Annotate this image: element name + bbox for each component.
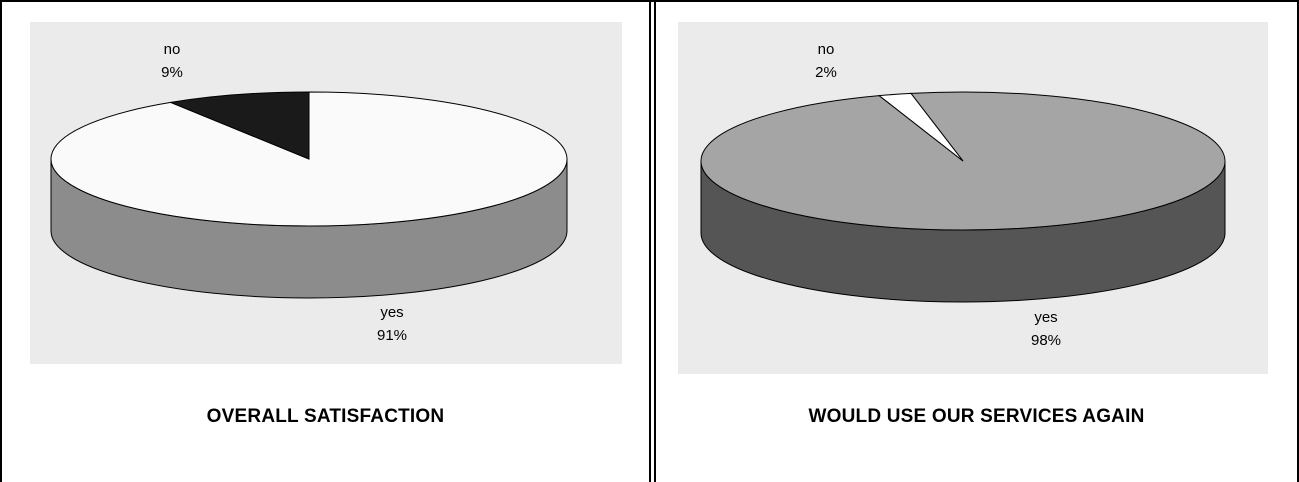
frame-right-border [1297,0,1299,482]
pie-slice-no [168,91,310,160]
slice-label-no: no [818,41,835,58]
pie-slice-no [877,92,964,162]
slice-percent-no: 9% [161,64,183,81]
slice-percent-yes: 98% [1031,332,1061,349]
slice-label-yes: yes [380,304,403,321]
frame-divider-right [654,0,656,482]
slice-label-yes: yes [1034,309,1057,326]
chart-panel-would-use-again: no 2% yes 98% WOULD USE OUR SERVICES AGAIN [656,0,1297,482]
chart-panel-overall-satisfaction: no 9% yes 91% OVERALL SATISFACTION [2,0,649,482]
chart-title: OVERALL SATISFACTION [206,406,445,427]
slice-percent-no: 2% [815,64,837,81]
pie-chart-overall-satisfaction: no 9% yes 91% [50,41,568,344]
chart-title: WOULD USE OUR SERVICES AGAIN [808,406,1145,427]
slice-label-no: no [164,41,181,58]
pie-chart-would-use-again: no 2% yes 98% [700,41,1226,349]
frame-left-border [0,0,2,482]
frame-divider-left [649,0,651,482]
slice-percent-yes: 91% [377,327,407,344]
